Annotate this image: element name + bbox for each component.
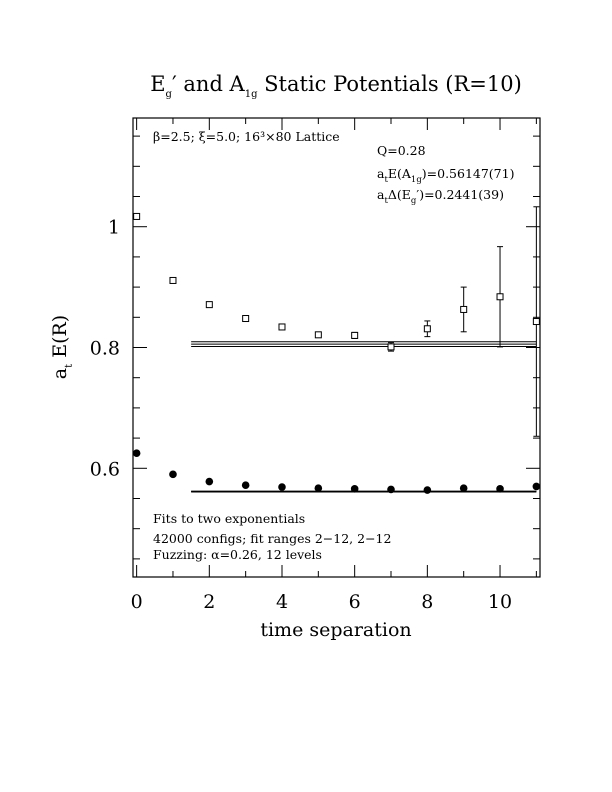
circle-point xyxy=(387,485,395,494)
square-point xyxy=(133,212,141,220)
data-marks xyxy=(132,206,541,494)
square-point xyxy=(351,331,359,339)
de-mid: Δ(E xyxy=(388,187,411,202)
x-axis-label: time separation xyxy=(260,619,411,641)
title-mid: and A xyxy=(177,72,246,96)
square-point xyxy=(242,315,250,323)
x-tick-label: 6 xyxy=(349,591,361,613)
ea1-mid: E(A xyxy=(388,166,412,181)
title-e: E xyxy=(150,72,165,96)
title-rest: Static Potentials (R=10) xyxy=(258,72,522,96)
q-annotation: Q=0.28 xyxy=(377,143,426,158)
square-point xyxy=(205,301,213,309)
title-e-prime: ′ xyxy=(172,72,177,96)
y-label-rest: E(R) xyxy=(49,315,71,364)
ea1-post: )=0.56147(71) xyxy=(422,166,515,181)
ea1-a: a xyxy=(377,166,385,181)
square-point xyxy=(460,305,468,313)
fits-annotation: Fits to two exponentials xyxy=(153,511,305,526)
de-post: ′)=0.2441(39) xyxy=(416,187,504,202)
circle-point xyxy=(169,470,177,479)
square-point xyxy=(314,331,322,339)
title-a-sub: 1g xyxy=(245,89,258,100)
x-tick-label: 10 xyxy=(488,591,512,613)
circle-point xyxy=(496,485,504,493)
de-mid-sub: g xyxy=(411,196,417,206)
circle-point xyxy=(278,483,286,491)
lattice-annotation: β=2.5; ξ=5.0; 16³×80 Lattice xyxy=(153,129,340,144)
circle-point xyxy=(132,449,141,457)
title-e-sub: g xyxy=(166,89,173,100)
ea1-mid-sub: 1g xyxy=(411,175,422,185)
y-tick-label: 0.6 xyxy=(90,458,120,480)
axis-ticks: 0 2 4 6 8 10 0.6 0.8 1 xyxy=(90,118,540,613)
circle-point xyxy=(314,484,323,493)
circle-point xyxy=(532,482,541,491)
square-point xyxy=(278,323,286,331)
fit-bands xyxy=(191,341,537,493)
de-a: a xyxy=(377,187,385,202)
x-tick-label: 0 xyxy=(131,591,143,613)
circle-point xyxy=(350,485,359,493)
x-tick-label: 2 xyxy=(203,591,215,613)
de-a-sub: t xyxy=(384,196,388,206)
square-point xyxy=(423,325,431,333)
delta-eg-annotation: atΔ(Eg′)=0.2441(39) xyxy=(377,187,504,206)
y-label-a-sub: t xyxy=(64,364,75,368)
x-tick-label: 4 xyxy=(276,591,288,613)
square-point xyxy=(169,276,177,284)
y-axis-label: at E(R) xyxy=(49,315,75,379)
square-point xyxy=(532,318,540,326)
circle-point xyxy=(205,477,214,486)
energy-a1g-annotation: atE(A1g)=0.56147(71) xyxy=(377,166,514,185)
ea1-a-sub: t xyxy=(384,175,388,185)
y-label-a: a xyxy=(49,368,71,379)
circle-point xyxy=(241,481,250,490)
x-tick-label: 8 xyxy=(421,591,433,613)
circle-point xyxy=(423,486,432,494)
y-tick-label: 1 xyxy=(108,217,120,239)
configs-annotation: 42000 configs; fit ranges 2−12, 2−12 xyxy=(153,531,391,546)
circle-point xyxy=(459,484,468,493)
y-tick-label: 0.8 xyxy=(90,338,120,360)
chart-title: Eg′ and A1g Static Potentials (R=10) xyxy=(150,72,522,100)
square-point xyxy=(496,293,504,301)
fuzzing-annotation: Fuzzing: α=0.26, 12 levels xyxy=(153,547,322,562)
square-point xyxy=(387,343,395,351)
